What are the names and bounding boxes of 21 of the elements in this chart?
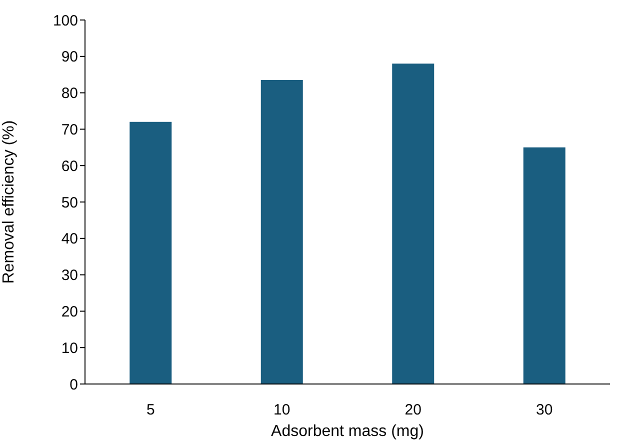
bar	[392, 64, 434, 384]
y-tick-label: 0	[70, 376, 78, 394]
x-tick-label: 10	[274, 402, 290, 419]
bar	[260, 80, 303, 384]
x-tick-label: 30	[536, 402, 553, 419]
y-tick-label: 10	[61, 340, 78, 357]
bar	[523, 147, 566, 384]
y-tick-label: 80	[61, 85, 78, 102]
y-tick-label: 100	[52, 12, 78, 30]
y-tick-label: 90	[61, 48, 78, 66]
y-tick-label: 20	[61, 304, 78, 321]
y-tick-label: 30	[61, 267, 78, 284]
x-tick-label: 20	[404, 402, 422, 419]
y-axis-title: Removal efficiency (%)	[0, 120, 18, 284]
bar	[130, 122, 172, 384]
y-tick-label: 40	[61, 230, 78, 248]
y-tick-label: 60	[61, 158, 78, 175]
x-tick-label: 5	[146, 402, 155, 419]
y-tick-label: 50	[61, 194, 78, 212]
x-axis-title: Adsorbent mass (mg)	[271, 423, 424, 440]
y-tick-label: 70	[61, 122, 78, 139]
